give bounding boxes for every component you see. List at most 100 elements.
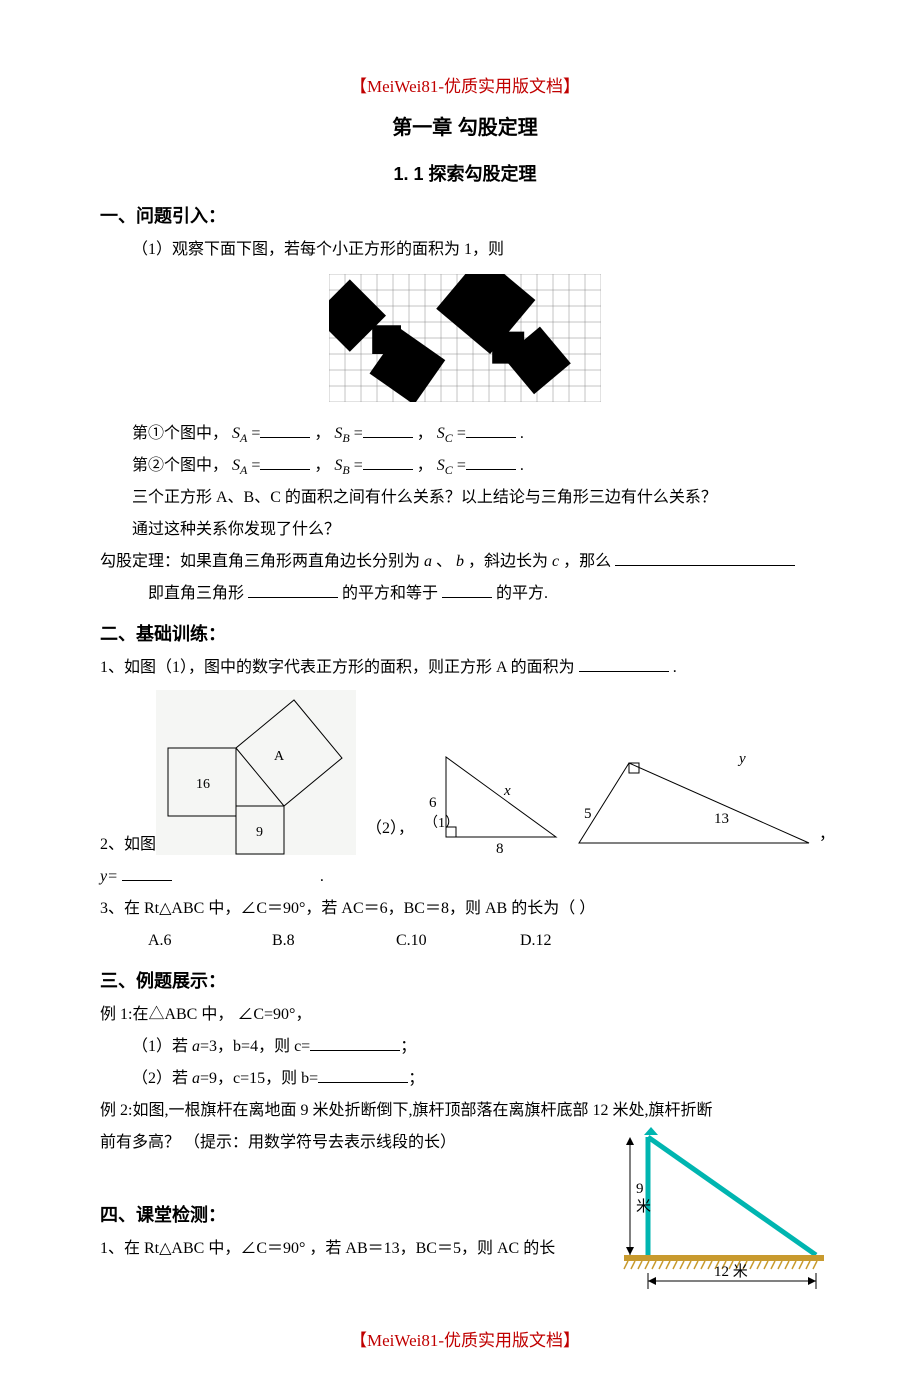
ex1-2-a: a xyxy=(192,1070,200,1087)
bt1: 1、如图（1），图中的数字代表正方形的面积，则正方形 A 的面积为 . xyxy=(100,652,830,684)
gougu-mid1: 、 xyxy=(436,553,452,570)
svg-text:12 米: 12 米 xyxy=(714,1263,748,1280)
section-title: 1. 1 探索勾股定理 xyxy=(100,156,830,192)
blank-sa1 xyxy=(260,420,310,438)
sa2-a: A xyxy=(240,463,247,477)
gougu-a: a xyxy=(424,553,432,570)
blank-ex1-2 xyxy=(318,1066,408,1084)
blank-gougu1 xyxy=(615,549,795,567)
chapter-title: 第一章 勾股定理 xyxy=(100,108,830,148)
gougu2-mid: 的平方和等于 xyxy=(342,585,438,602)
blank-sb1 xyxy=(363,420,413,438)
gougu-prefix: 勾股定理：如果直角三角形两直角边长分别为 xyxy=(100,553,420,570)
fig-squares-svg: 169A xyxy=(156,690,356,855)
eq6: = xyxy=(457,457,466,474)
grid-figure xyxy=(100,274,830,414)
fig-tri1-svg: 6 8 x （1） xyxy=(424,745,559,855)
ex1-1-a: a xyxy=(192,1038,200,1055)
bt2-y: y= xyxy=(100,868,118,885)
c2: ， xyxy=(417,425,433,442)
gougu2-suffix: 的平方. xyxy=(496,585,548,602)
ex2-line1: 例 2:如图,一根旗杆在离地面 9 米处折断倒下,旗杆顶部落在离旗杆底部 12 … xyxy=(100,1095,830,1127)
sa-a: A xyxy=(240,431,247,445)
ex1-2-mid: =9，c=15，则 b= xyxy=(200,1070,318,1087)
ex1-head: 例 1:在△ABC 中， ∠C=90°， xyxy=(100,999,830,1031)
footer-red: 【MeiWei81-优质实用版文档】 xyxy=(100,1324,830,1358)
blank-sa2 xyxy=(260,453,310,471)
line-fig1: 第①个图中， SA = ， SB = ， SC = . xyxy=(100,418,830,450)
ex1-2: （2）若 a=9，c=15，则 b=； xyxy=(100,1063,830,1095)
ex1-2-prefix: （2）若 xyxy=(132,1070,192,1087)
bt2-mid: （2）， xyxy=(366,813,414,855)
svg-text:9: 9 xyxy=(636,1181,644,1197)
opt-c: C.10 xyxy=(396,925,516,957)
bt3-options: A.6 B.8 C.10 D.12 xyxy=(100,925,830,957)
gougu-mid2: ，斜边长为 xyxy=(468,553,548,570)
gougu-line2: 即直角三角形 的平方和等于 的平方. xyxy=(100,578,830,610)
svg-text:米: 米 xyxy=(636,1198,651,1215)
flagpole-svg: 9米 12 米 xyxy=(620,1127,830,1292)
bt2-line2: y= . xyxy=(100,861,830,893)
svg-text:6: 6 xyxy=(429,795,437,811)
eq1: = xyxy=(251,425,260,442)
heading-2: 二、基础训练： xyxy=(100,616,830,652)
opt-b: B.8 xyxy=(272,925,392,957)
sa2-s: S xyxy=(232,457,240,474)
svg-text:A: A xyxy=(274,749,285,764)
ex1-1-suffix: ； xyxy=(400,1038,416,1055)
q2-row: 2、如图 169A （2）， 68x（1） 513y ， xyxy=(100,684,830,861)
heading-3: 三、例题展示： xyxy=(100,963,830,999)
eq3: = xyxy=(457,425,466,442)
blank-ex1-1 xyxy=(310,1034,400,1052)
gougu-mid3: ，那么 xyxy=(563,553,611,570)
sc2-s: S xyxy=(437,457,445,474)
p2: . xyxy=(520,457,524,474)
ex1-1: （1）若 a=3，b=4，则 c= ； xyxy=(100,1031,830,1063)
svg-text:13: 13 xyxy=(714,811,729,827)
bt3: 3、在 Rt△ABC 中，∠C＝90°，若 AC＝6，BC＝8，则 AB 的长为… xyxy=(100,893,830,925)
svg-text:y: y xyxy=(737,755,746,767)
eq4: = xyxy=(251,457,260,474)
opt-d: D.12 xyxy=(520,925,640,957)
line-fig2: 第②个图中， SA = ， SB = ， SC = . xyxy=(100,450,830,482)
svg-text:16: 16 xyxy=(196,777,210,792)
sc2-c: C xyxy=(445,463,453,477)
ex1-1-mid: =3，b=4，则 c= xyxy=(200,1038,310,1055)
figs-row: 169A （2）， 6 8 x （1） 5 13 y xyxy=(156,690,819,855)
header-red: 【MeiWei81-优质实用版文档】 xyxy=(100,70,830,104)
sc-s: S xyxy=(437,425,445,442)
sa-s: S xyxy=(232,425,240,442)
line1a-prefix: 第①个图中， xyxy=(132,425,228,442)
blank-gougu3 xyxy=(442,581,492,599)
svg-text:5: 5 xyxy=(584,806,592,822)
blank-sc1 xyxy=(466,420,516,438)
bt2-suffix: ， xyxy=(819,819,835,861)
q1-conc: 通过这种关系你发现了什么？ xyxy=(100,514,830,546)
gougu-c: c xyxy=(552,553,559,570)
blank-bt2y xyxy=(122,864,172,882)
ex1-1-prefix: （1）若 xyxy=(132,1038,192,1055)
eq5: = xyxy=(354,457,363,474)
gougu-theorem: 勾股定理：如果直角三角形两直角边长分别为 a 、 b ，斜边长为 c ，那么 xyxy=(100,546,830,578)
blank-gougu2 xyxy=(248,581,338,599)
heading-1: 一、问题引入： xyxy=(100,198,830,234)
line2a-prefix: 第②个图中， xyxy=(132,457,228,474)
c4: ， xyxy=(417,457,433,474)
gougu-b: b xyxy=(456,553,464,570)
bt1-period: . xyxy=(673,659,677,676)
blank-bt1 xyxy=(579,655,669,673)
bt1-text: 1、如图（1），图中的数字代表正方形的面积，则正方形 A 的面积为 xyxy=(100,659,575,676)
opt-a: A.6 xyxy=(148,925,268,957)
p1: . xyxy=(520,425,524,442)
sc-c: C xyxy=(445,431,453,445)
q1-observe: （1）观察下面下图，若每个小正方形的面积为 1，则 xyxy=(100,234,830,266)
fig-tri2-svg: 5 13 y xyxy=(569,755,819,855)
c3: ， xyxy=(314,457,330,474)
svg-text:x: x xyxy=(503,783,511,799)
svg-text:（1）: （1） xyxy=(424,815,459,831)
sb2-b: B xyxy=(342,463,349,477)
q1-rel: 三个正方形 A、B、C 的面积之间有什么关系？以上结论与三角形三边有什么关系？ xyxy=(100,482,830,514)
bt2-prefix: 2、如图 xyxy=(100,829,156,861)
eq2: = xyxy=(354,425,363,442)
svg-text:8: 8 xyxy=(496,841,504,855)
